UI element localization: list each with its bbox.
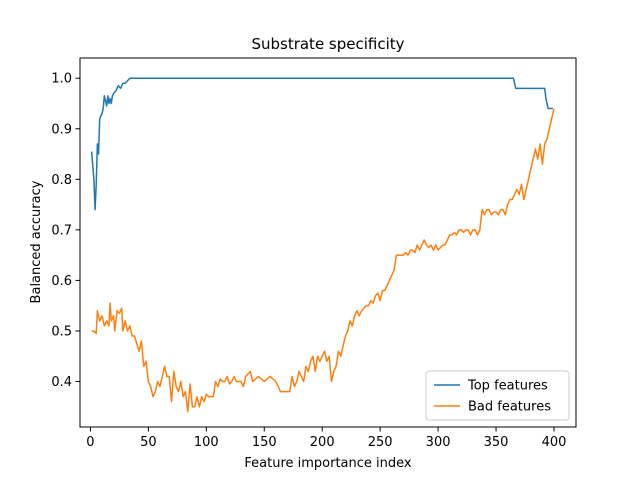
x-tick-label: 300 xyxy=(426,435,451,450)
y-tick-label: 0.5 xyxy=(51,324,72,339)
series-line-2 xyxy=(91,108,555,413)
x-tick-label: 150 xyxy=(252,435,277,450)
legend-box xyxy=(425,370,570,421)
x-tick-label: 400 xyxy=(542,435,567,450)
x-tick-label: 350 xyxy=(484,435,509,450)
legend: Top features Bad features xyxy=(425,370,570,421)
y-tick-label: 0.7 xyxy=(51,223,72,238)
y-tick-label: 0.8 xyxy=(51,173,72,188)
x-tick-label: 250 xyxy=(368,435,393,450)
plot-area: 0 50 100 150 200 250 300 350 400 0.4 0.5 0.6 0.7 0.8 0… xyxy=(51,57,577,450)
series-line-1 xyxy=(90,77,553,211)
x-tick-label: 200 xyxy=(310,435,335,450)
y-axis-label: Balanced accuracy xyxy=(29,180,44,303)
y-tick-label: 1.0 xyxy=(51,72,72,87)
x-tick-label: 100 xyxy=(194,435,219,450)
y-tick-label: 0.4 xyxy=(51,375,72,390)
y-tick-label: 0.6 xyxy=(51,274,72,289)
axes-frame xyxy=(79,57,577,428)
y-tick-label: 0.9 xyxy=(51,122,72,137)
x-axis-label: Feature importance index xyxy=(244,456,412,471)
x-tick-label: 0 xyxy=(86,435,94,450)
legend-label-2: Bad features xyxy=(468,400,551,415)
chart-title: Substrate specificity xyxy=(251,35,404,53)
x-tick-label: 50 xyxy=(140,435,157,450)
legend-label-1: Top features xyxy=(467,379,548,394)
